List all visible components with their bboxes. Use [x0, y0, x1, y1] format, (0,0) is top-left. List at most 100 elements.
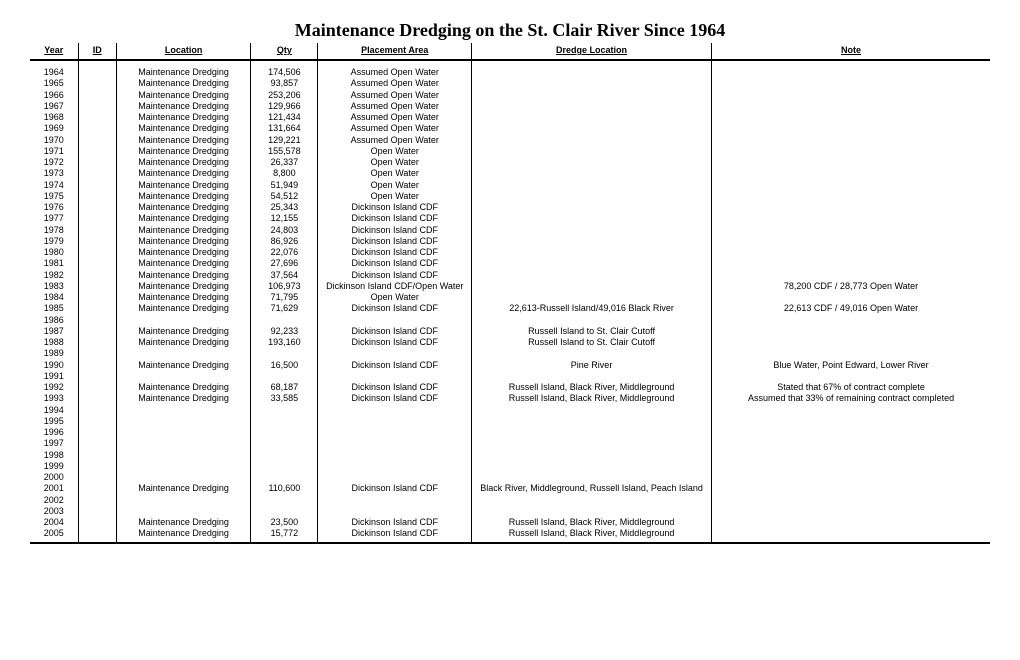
table-row: 1965Maintenance Dredging93,857Assumed Op…	[30, 78, 990, 89]
cell-location	[116, 416, 250, 427]
cell-qty	[251, 371, 318, 382]
cell-dredge	[472, 270, 712, 281]
cell-qty: 8,800	[251, 168, 318, 179]
cell-dredge	[472, 60, 712, 78]
cell-placement: Open Water	[318, 157, 472, 168]
table-row: 2001Maintenance Dredging110,600Dickinson…	[30, 483, 990, 494]
cell-location: Maintenance Dredging	[116, 270, 250, 281]
cell-dredge	[472, 146, 712, 157]
cell-location	[116, 506, 250, 517]
cell-placement	[318, 450, 472, 461]
cell-location: Maintenance Dredging	[116, 303, 250, 314]
cell-dredge	[472, 78, 712, 89]
cell-qty	[251, 495, 318, 506]
cell-year: 1971	[30, 146, 78, 157]
cell-location: Maintenance Dredging	[116, 213, 250, 224]
cell-note	[712, 315, 990, 326]
table-row: 1978Maintenance Dredging24,803Dickinson …	[30, 225, 990, 236]
cell-id	[78, 292, 116, 303]
cell-qty: 23,500	[251, 517, 318, 528]
cell-placement	[318, 405, 472, 416]
cell-dredge	[472, 112, 712, 123]
table-row: 2003	[30, 506, 990, 517]
cell-note	[712, 461, 990, 472]
cell-qty: 71,629	[251, 303, 318, 314]
cell-note	[712, 213, 990, 224]
cell-location: Maintenance Dredging	[116, 292, 250, 303]
cell-dredge	[472, 371, 712, 382]
cell-placement	[318, 472, 472, 483]
cell-location: Maintenance Dredging	[116, 123, 250, 134]
table-row: 1985Maintenance Dredging71,629Dickinson …	[30, 303, 990, 314]
cell-year: 1993	[30, 393, 78, 404]
cell-year: 1982	[30, 270, 78, 281]
cell-dredge	[472, 416, 712, 427]
table-row: 1986	[30, 315, 990, 326]
cell-year: 1973	[30, 168, 78, 179]
cell-placement: Dickinson Island CDF	[318, 360, 472, 371]
cell-id	[78, 225, 116, 236]
cell-placement	[318, 371, 472, 382]
cell-id	[78, 326, 116, 337]
cell-dredge	[472, 168, 712, 179]
cell-placement: Assumed Open Water	[318, 60, 472, 78]
cell-id	[78, 258, 116, 269]
cell-note	[712, 506, 990, 517]
cell-year: 2003	[30, 506, 78, 517]
table-row: 1988Maintenance Dredging193,160Dickinson…	[30, 337, 990, 348]
cell-dredge	[472, 472, 712, 483]
cell-id	[78, 348, 116, 359]
cell-placement: Dickinson Island CDF	[318, 528, 472, 542]
cell-dredge	[472, 180, 712, 191]
cell-dredge	[472, 450, 712, 461]
cell-year: 1969	[30, 123, 78, 134]
cell-id	[78, 168, 116, 179]
cell-note	[712, 326, 990, 337]
table-row: 1968Maintenance Dredging121,434Assumed O…	[30, 112, 990, 123]
table-row: 1973Maintenance Dredging8,800Open Water	[30, 168, 990, 179]
cell-location: Maintenance Dredging	[116, 112, 250, 123]
cell-dredge	[472, 101, 712, 112]
cell-year: 1996	[30, 427, 78, 438]
cell-year: 2002	[30, 495, 78, 506]
cell-location: Maintenance Dredging	[116, 191, 250, 202]
cell-id	[78, 270, 116, 281]
cell-year: 1994	[30, 405, 78, 416]
cell-note	[712, 157, 990, 168]
cell-location	[116, 438, 250, 449]
cell-qty: 106,973	[251, 281, 318, 292]
cell-location	[116, 461, 250, 472]
cell-year: 2004	[30, 517, 78, 528]
table-row: 2000	[30, 472, 990, 483]
cell-location: Maintenance Dredging	[116, 337, 250, 348]
cell-location: Maintenance Dredging	[116, 483, 250, 494]
col-header-qty: Qty	[251, 43, 318, 60]
cell-note: Assumed that 33% of remaining contract c…	[712, 393, 990, 404]
cell-note	[712, 483, 990, 494]
cell-location: Maintenance Dredging	[116, 360, 250, 371]
table-row: 1974Maintenance Dredging51,949Open Water	[30, 180, 990, 191]
cell-qty: 37,564	[251, 270, 318, 281]
cell-year: 1975	[30, 191, 78, 202]
cell-qty: 174,506	[251, 60, 318, 78]
cell-note	[712, 78, 990, 89]
cell-qty: 68,187	[251, 382, 318, 393]
cell-placement	[318, 348, 472, 359]
cell-placement	[318, 416, 472, 427]
col-header-note: Note	[712, 43, 990, 60]
cell-location: Maintenance Dredging	[116, 258, 250, 269]
cell-placement	[318, 438, 472, 449]
cell-year: 1974	[30, 180, 78, 191]
cell-note	[712, 123, 990, 134]
cell-note	[712, 247, 990, 258]
cell-placement: Dickinson Island CDF	[318, 225, 472, 236]
cell-id	[78, 450, 116, 461]
cell-note	[712, 337, 990, 348]
cell-id	[78, 483, 116, 494]
cell-dredge: Russell Island, Black River, Middlegroun…	[472, 517, 712, 528]
cell-id	[78, 315, 116, 326]
cell-id	[78, 461, 116, 472]
cell-qty	[251, 506, 318, 517]
cell-id	[78, 247, 116, 258]
cell-qty: 86,926	[251, 236, 318, 247]
